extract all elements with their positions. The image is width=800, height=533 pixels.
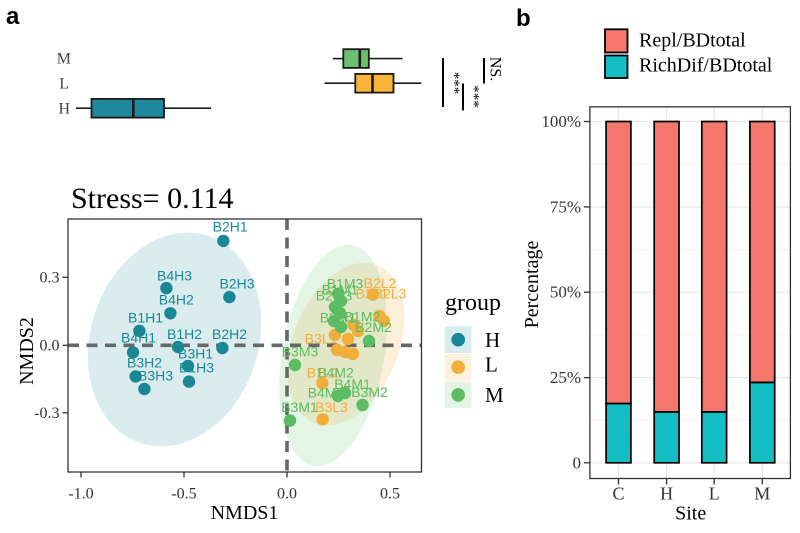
svg-text:B4M1: B4M1 [334, 376, 371, 392]
svg-text:B1H3: B1H3 [179, 360, 214, 376]
svg-text:H: H [58, 101, 70, 118]
svg-text:B1M1: B1M1 [322, 282, 359, 298]
svg-text:M: M [754, 484, 770, 504]
svg-text:B4H1: B4H1 [121, 330, 156, 346]
svg-text:-1.0: -1.0 [68, 486, 93, 503]
svg-text:B2M2: B2M2 [355, 319, 392, 335]
svg-text:B1L2: B1L2 [307, 365, 340, 381]
svg-text:B2M3: B2M3 [316, 288, 353, 304]
svg-text:0.0: 0.0 [277, 486, 297, 503]
svg-text:B3H3: B3H3 [138, 368, 173, 384]
svg-text:75%: 75% [550, 197, 581, 216]
svg-text:Site: Site [675, 503, 706, 525]
svg-text:B3M3: B3M3 [282, 344, 319, 360]
svg-text:***: *** [446, 72, 462, 95]
svg-text:NMDS2: NMDS2 [16, 317, 38, 385]
svg-text:0.0: 0.0 [40, 338, 60, 355]
svg-text:B3L3: B3L3 [315, 399, 348, 415]
svg-text:H: H [660, 484, 673, 504]
svg-text:Percentage: Percentage [521, 241, 543, 329]
svg-text:b: b [516, 5, 531, 32]
svg-text:B2H3: B2H3 [219, 276, 254, 292]
svg-text:B4M3: B4M3 [308, 385, 345, 401]
svg-text:group: group [445, 290, 501, 316]
svg-text:25%: 25% [550, 368, 581, 387]
svg-text:B4M2: B4M2 [317, 365, 354, 381]
svg-text:B1M2: B1M2 [344, 309, 381, 325]
svg-text:100%: 100% [541, 112, 581, 131]
svg-text:B3M1: B3M1 [281, 399, 318, 415]
svg-text:B1H2: B1H2 [167, 326, 202, 342]
svg-text:NMDS1: NMDS1 [211, 502, 279, 524]
svg-text:***: *** [466, 85, 482, 108]
svg-text:B4H3: B4H3 [157, 268, 192, 284]
svg-text:B2H2: B2H2 [212, 326, 247, 342]
svg-text:B2H1: B2H1 [213, 219, 248, 235]
svg-text:-0.3: -0.3 [34, 405, 59, 422]
svg-text:M: M [485, 383, 504, 407]
svg-text:B3M2: B3M2 [351, 384, 388, 400]
svg-text:0.5: 0.5 [380, 486, 400, 503]
svg-text:M: M [57, 51, 71, 68]
svg-text:B2L2: B2L2 [364, 275, 397, 291]
svg-text:B3H1: B3H1 [178, 346, 213, 362]
svg-text:B2M1: B2M1 [320, 310, 357, 326]
svg-text:B1M3: B1M3 [327, 276, 364, 292]
svg-text:RichDif/BDtotal: RichDif/BDtotal [639, 55, 773, 77]
svg-text:Repl/BDtotal: Repl/BDtotal [639, 30, 746, 52]
svg-text:0.3: 0.3 [40, 270, 60, 287]
svg-text:B2L1: B2L1 [356, 286, 389, 302]
svg-text:NS.: NS. [486, 57, 503, 81]
svg-text:B3L1: B3L1 [305, 331, 338, 347]
svg-text:a: a [6, 3, 20, 30]
svg-text:B4H2: B4H2 [159, 292, 194, 308]
svg-text:L: L [709, 484, 720, 504]
svg-text:0: 0 [573, 453, 582, 472]
svg-text:B1H1: B1H1 [128, 310, 163, 326]
svg-text:Stress= 0.114: Stress= 0.114 [71, 182, 233, 215]
svg-text:L: L [485, 353, 498, 377]
svg-text:50%: 50% [550, 283, 581, 302]
svg-text:H: H [485, 328, 500, 352]
svg-text:C: C [612, 484, 624, 504]
svg-text:L: L [59, 76, 69, 93]
svg-text:B2L3: B2L3 [374, 286, 407, 302]
svg-text:-0.5: -0.5 [171, 486, 196, 503]
svg-text:B3H2: B3H2 [127, 355, 162, 371]
